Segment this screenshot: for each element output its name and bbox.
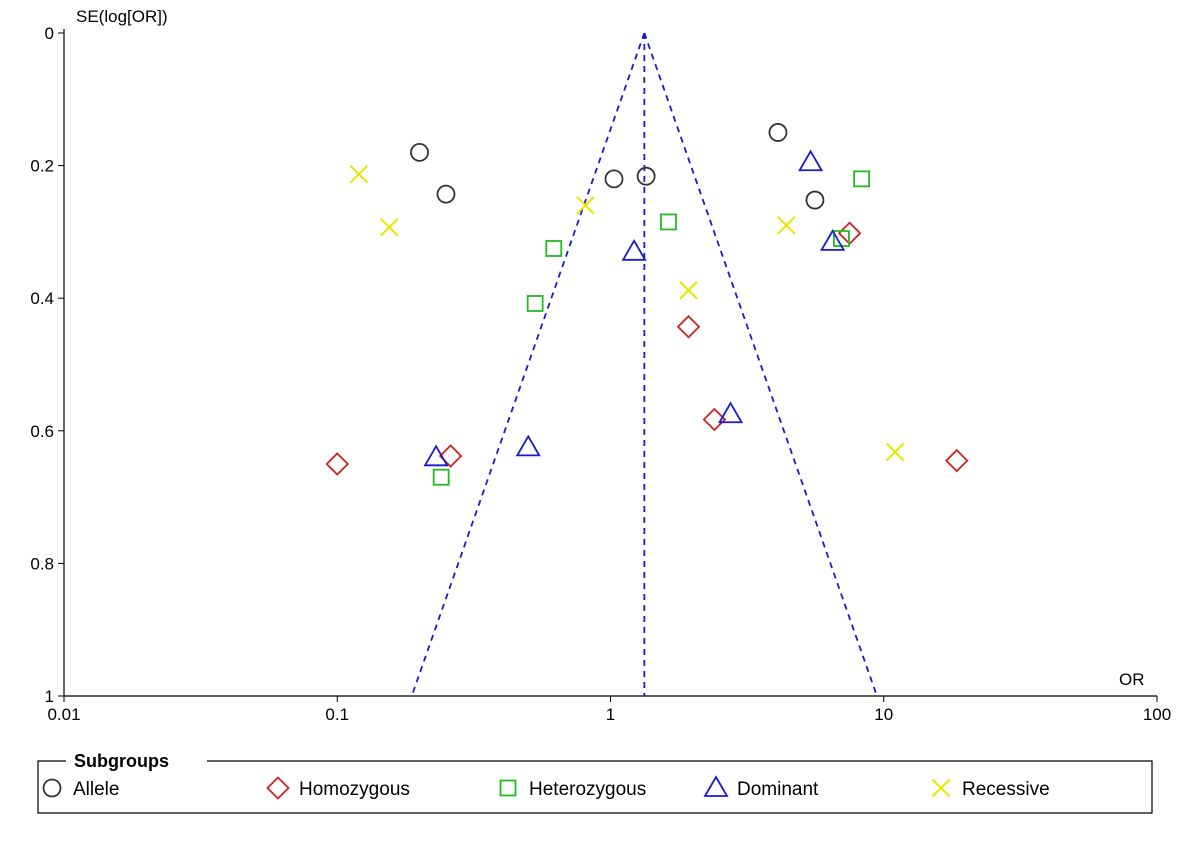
data-point-dominant <box>820 229 846 251</box>
data-point-heterozygous <box>526 295 544 312</box>
legend-marker-heterozygous <box>499 779 517 797</box>
legend-marker-recessive <box>931 778 951 798</box>
y-axis-title: SE(log[OR]) <box>76 7 168 26</box>
series-allele <box>410 123 825 210</box>
data-point-heterozygous <box>660 213 677 231</box>
x-tick-label: 0.01 <box>47 705 80 724</box>
legend-item-heterozygous: Heterozygous <box>499 779 646 800</box>
data-point-allele <box>604 169 624 189</box>
legend-marker-homozygous <box>266 776 290 800</box>
data-point-recessive <box>380 218 399 237</box>
data-point-recessive <box>777 216 796 235</box>
x-tick-label: 100 <box>1143 705 1171 724</box>
data-point-homozygous <box>676 314 701 339</box>
data-point-dominant <box>423 444 449 467</box>
cross-stroke <box>349 165 369 184</box>
data-point-heterozygous <box>432 468 450 486</box>
data-point-homozygous <box>325 452 350 476</box>
legend-label-homozygous: Homozygous <box>299 779 410 800</box>
data-point-allele <box>410 142 429 162</box>
legend-item-allele: Allele <box>42 778 119 800</box>
cross-stroke <box>885 442 905 462</box>
data-point-allele <box>636 166 656 186</box>
y-tick-label: 0.4 <box>30 289 54 308</box>
funnel-left-limit <box>410 32 646 697</box>
data-point-homozygous <box>944 448 969 473</box>
legend-title: Subgroups <box>74 751 169 771</box>
data-point-homozygous <box>702 407 727 432</box>
legend-frame <box>37 760 1153 814</box>
data-point-recessive <box>679 281 698 300</box>
data-point-heterozygous <box>545 240 563 257</box>
legend-marker-dominant <box>703 775 729 797</box>
legend-label-dominant: Dominant <box>737 779 819 800</box>
legend-label-recessive: Recessive <box>962 779 1050 800</box>
cross-stroke <box>679 281 698 300</box>
x-tick-label: 1 <box>606 705 615 724</box>
data-point-dominant <box>515 434 541 457</box>
series-dominant <box>423 149 846 467</box>
data-point-allele <box>768 123 788 142</box>
cross-stroke <box>777 216 796 235</box>
data-point-dominant <box>717 401 744 424</box>
y-tick-label: 0 <box>45 24 54 43</box>
y-tick-label: 0.2 <box>30 157 54 176</box>
x-axis-title: OR <box>1119 670 1145 689</box>
cross-stroke <box>931 778 951 798</box>
cross-stroke <box>576 196 595 215</box>
legend-marker-allele <box>42 778 62 798</box>
legend: Allele Homozygous Heterozygous Dominant Rece… <box>37 760 1153 814</box>
series-recessive <box>349 165 905 462</box>
cross-stroke <box>380 218 399 237</box>
y-tick-label: 0.6 <box>30 422 54 441</box>
data-point-homozygous <box>438 444 463 468</box>
y-tick-label: 1 <box>45 687 54 706</box>
data-point-recessive <box>576 196 595 215</box>
series-heterozygous <box>432 170 871 486</box>
series-homozygous <box>325 221 969 476</box>
data-point-dominant <box>621 238 647 261</box>
data-point-heterozygous <box>853 170 871 188</box>
legend-item-homozygous: Homozygous <box>266 776 410 800</box>
data-point-allele <box>436 184 456 204</box>
x-tick-label: 0.1 <box>325 705 349 724</box>
y-tick-label: 0.8 <box>30 554 54 573</box>
funnel-right-limit <box>643 32 878 697</box>
legend-item-dominant: Dominant <box>703 775 819 800</box>
legend-label-heterozygous: Heterozygous <box>529 779 646 800</box>
legend-label-allele: Allele <box>73 779 119 800</box>
data-point-recessive <box>349 165 369 184</box>
data-point-allele <box>805 190 825 210</box>
legend-item-recessive: Recessive <box>931 778 1050 800</box>
x-tick-label: 10 <box>874 705 893 724</box>
data-point-dominant <box>798 149 824 172</box>
data-point-recessive <box>885 442 905 462</box>
